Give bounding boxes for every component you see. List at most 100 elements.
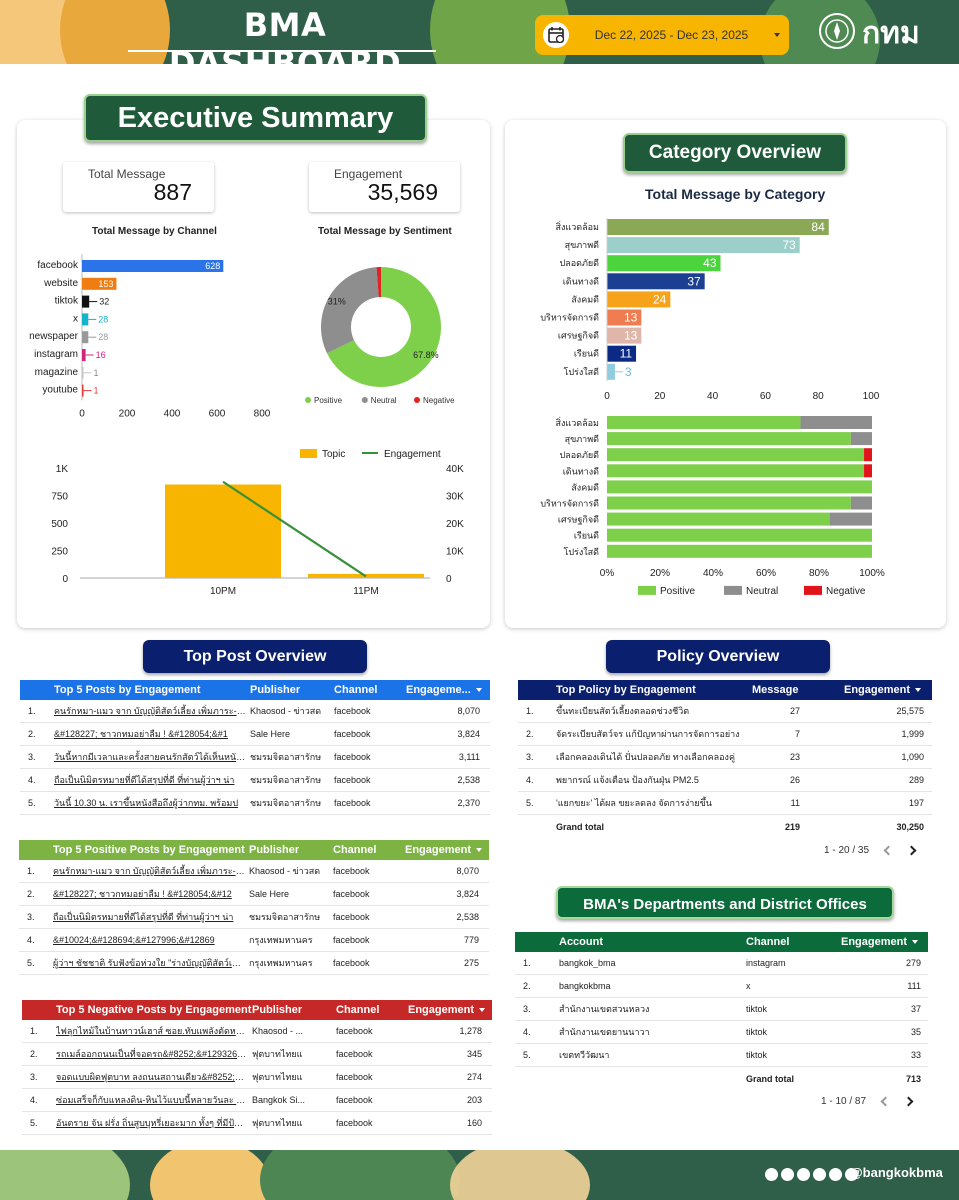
tiktok-icon[interactable] <box>845 1168 858 1181</box>
table-row[interactable]: 3. ถือเป็นนิมิตรหมายที่ดีได้สรุปที่ดี ที่… <box>19 906 489 929</box>
next-page-icon[interactable] <box>906 845 917 856</box>
prev-page-icon[interactable] <box>883 845 894 856</box>
table-row[interactable]: 5. วันนี้ 10.30 น. เราขึ้นหนังสือถึงผู้ว่… <box>20 792 490 815</box>
prev-page-icon[interactable] <box>880 1096 891 1107</box>
post-link[interactable]: ซ่อมเสร็จก็กับแหลงดิน-หินไว้แบบนี้หลายวั… <box>56 1095 252 1105</box>
row-index: 5. <box>523 1050 531 1060</box>
line-icon[interactable] <box>829 1168 842 1181</box>
table-row[interactable]: 4. พยากรณ์ แจ้งเตือน ป้องกันฝุ่น PM2.5 26 2… <box>518 769 932 792</box>
stacked-segment <box>607 496 851 510</box>
stacked-segment <box>607 528 872 542</box>
top-post-overview-title: Top Post Overview <box>143 640 367 673</box>
table-row[interactable]: 5. เขตทวีวัฒนา tiktok 33 <box>515 1044 928 1067</box>
post-link[interactable]: &#128227; ชาวกทมอย่าลืม ! &#128054;&#12 <box>53 889 232 899</box>
row-index: 4. <box>28 775 36 785</box>
header-engagement[interactable]: Engageme... <box>406 684 490 696</box>
header-post[interactable]: Top 5 Negative Posts by Engagement <box>56 1004 252 1016</box>
post-table: Top 5 Posts by Engagement Publisher Channe… <box>20 680 490 815</box>
post-link[interactable]: ถือเป็นนิมิตรหมายที่ดีได้สรุปที่ดี ที่ท่… <box>53 912 234 922</box>
social-icons <box>765 1168 858 1181</box>
table-row[interactable]: 1. คนรักหมา-แมว จาก บัญญัติสัตว์เลี้ยง เพ… <box>19 860 489 883</box>
table-row[interactable]: 5. ผู้ว่าฯ ชัชชาติ รับฟังข้อห่วงใย "ร่างบ… <box>19 952 489 975</box>
post-link[interactable]: คนรักหมา-แมว จาก บัญญัติสัตว์เลี้ยง เพิ่… <box>53 866 249 876</box>
header-channel[interactable]: Channel <box>746 936 790 948</box>
table-row[interactable]: 3. จอดแบบผิดฟุตบาท ลงถนนสถานเดียว&#8252;&… <box>22 1066 492 1089</box>
table-row[interactable]: 5. อันตราย จัน ฝรั่ง ถิ่นสูบบุหรี่เยอะมาก… <box>22 1112 492 1135</box>
category-label: ปลอดภัยดี <box>559 450 599 460</box>
table-row[interactable]: 2. &#128227; ชาวกทมอย่าลืม ! &#128054;&#1… <box>19 883 489 906</box>
table-row[interactable]: 4. สำนักงานเขตยานนาวา tiktok 35 <box>515 1021 928 1044</box>
row-publisher: Khaosod - ข่าวสด <box>250 706 322 716</box>
post-link[interactable]: คนรักหมา-แมว จาก บัญญัติสัตว์เลี้ยง เพิ่… <box>54 706 250 716</box>
table-row[interactable]: 4. ซ่อมเสร็จก็กับแหลงดิน-หินไว้แบบนี้หลาย… <box>22 1089 492 1112</box>
post-link[interactable]: &#10024;&#128694;&#127996;&#12869 <box>53 935 215 945</box>
row-index: 4. <box>30 1095 38 1105</box>
category-label: ปลอดภัยดี <box>559 258 599 268</box>
post-link[interactable]: ถือเป็นนิมิตรหมายที่ดีได้สรุปที่ดี ที่ท่… <box>54 775 235 785</box>
social-handle: @bangkokbma <box>850 1165 943 1180</box>
category-label: website <box>43 278 78 289</box>
table-row[interactable]: 1. คนรักหมา-แมว จาก บัญญัติสัตว์เลี้ยง เพ… <box>20 700 490 723</box>
facebook-icon[interactable] <box>781 1168 794 1181</box>
row-channel: instagram <box>746 958 786 968</box>
table-row[interactable]: 1. ไฟลุกไหม้ในบ้านทาวน์เฮาส์ ซอย.ทับแพลัง… <box>22 1020 492 1043</box>
table-row[interactable]: 4. &#10024;&#128694;&#127996;&#12869 กรุงเ… <box>19 929 489 952</box>
post-link[interactable]: อันตราย จัน ฝรั่ง ถิ่นสูบบุหรี่เยอะมาก ท… <box>56 1118 252 1128</box>
channel-chart-title: Total Message by Channel <box>92 226 217 237</box>
table-row[interactable]: 5. 'แยกขยะ' ได้ผล ขยะลดลง จัดการง่ายขึ้น 1… <box>518 792 932 815</box>
post-link[interactable]: ไฟลุกไหม้ในบ้านทาวน์เฮาส์ ซอย.ทับแพลังตั… <box>56 1026 252 1036</box>
row-index: 1. <box>526 706 534 716</box>
header-engagement[interactable]: Engagement <box>841 936 928 948</box>
row-index: 1. <box>30 1026 38 1036</box>
category-label: สิ่งแวดล้อม <box>556 220 600 232</box>
x-icon[interactable] <box>765 1168 778 1181</box>
header-account[interactable]: Account <box>559 936 603 948</box>
date-range-picker[interactable]: Dec 22, 2025 - Dec 23, 2025 <box>535 15 789 55</box>
instagram-icon[interactable] <box>813 1168 826 1181</box>
post-link[interactable]: วันนี้ 10.30 น. เราขึ้นหนังสือถึงผู้ว่าก… <box>54 798 239 808</box>
table-row[interactable]: 2. bangkokbma x 111 <box>515 975 928 998</box>
table-row[interactable]: 3. สำนักงานเขตสวนหลวง tiktok 37 <box>515 998 928 1021</box>
header-channel[interactable]: Channel <box>336 1004 380 1016</box>
x-tick-label: 11PM <box>353 586 378 597</box>
post-link[interactable]: ผู้ว่าฯ ชัชชาติ รับฟังข้อห่วงใย "ร่างบัญ… <box>53 958 249 968</box>
next-page-icon[interactable] <box>903 1096 914 1107</box>
youtube-icon[interactable] <box>797 1168 810 1181</box>
post-link[interactable]: &#128227; ชาวกทมอย่าลืม ! &#128054;&#1 <box>54 729 228 739</box>
table-row[interactable]: 1. bangkok_bma instagram 279 <box>515 952 928 975</box>
table-row[interactable]: 3. เลือกคลองเดินได้ ปั่นปลอดภัย ทางเลือกค… <box>518 746 932 769</box>
x-tick-label: 0% <box>600 568 615 579</box>
post-link[interactable]: จอดแบบผิดฟุตบาท ลงถนนสถานเดียว&#8252;&#1… <box>56 1072 252 1082</box>
header-engagement[interactable]: Engagement <box>832 684 932 696</box>
category-label: เศรษฐกิจดี <box>558 331 599 342</box>
header-policy[interactable]: Top Policy by Engagement <box>556 684 696 696</box>
post-link[interactable]: รถเมล์ออกถนนเป็นที่จอดรถ&#8252;&#129326;… <box>56 1049 252 1059</box>
header-message[interactable]: Message <box>752 684 799 696</box>
pager-range: 1 - 10 / 87 <box>821 1096 867 1107</box>
row-channel: facebook <box>334 752 371 762</box>
header-publisher[interactable]: Publisher <box>252 1004 303 1016</box>
category-label: สุขภาพดี <box>565 240 600 251</box>
table-row[interactable]: 3. วันนี้หากมีเวลาและครั้งสายคนรักสัตว์ได… <box>20 746 490 769</box>
header-publisher[interactable]: Publisher <box>249 844 300 856</box>
header-publisher[interactable]: Publisher <box>250 684 301 696</box>
post-link[interactable]: วันนี้หากมีเวลาและครั้งสายคนรักสัตว์ได้เ… <box>54 752 250 762</box>
row-index: 4. <box>27 935 35 945</box>
header-post[interactable]: Top 5 Posts by Engagement <box>54 684 201 696</box>
category-bar-chart: สิ่งแวดล้อม 84 สุขภาพดี 73 ปลอดภัยดี 43 เดินทา… <box>540 218 880 400</box>
table-row[interactable]: 4. ถือเป็นนิมิตรหมายที่ดีได้สรุปที่ดี ที่… <box>20 769 490 792</box>
data-label: 28 <box>98 332 108 342</box>
header-post[interactable]: Top 5 Positive Posts by Engagement <box>53 844 245 856</box>
row-channel: tiktok <box>746 1050 768 1060</box>
table-row[interactable]: 2. จัดระเบียบสัตว์จร แก้ปัญหาผ่านการจัดกา… <box>518 723 932 746</box>
header-channel[interactable]: Channel <box>334 684 378 696</box>
table-row[interactable]: 2. รถเมล์ออกถนนเป็นที่จอดรถ&#8252;&#12932… <box>22 1043 492 1066</box>
table-row[interactable]: 2. &#128227; ชาวกทมอย่าลืม ! &#128054;&#1… <box>20 723 490 746</box>
header-engagement[interactable]: Engagement <box>405 844 489 856</box>
header-channel[interactable]: Channel <box>333 844 377 856</box>
stacked-segment <box>607 448 865 462</box>
header-engagement[interactable]: Engagement <box>408 1004 492 1016</box>
legend-label: Neutral <box>371 396 397 405</box>
table-row[interactable]: 1. ขึ้นทะเบียนสัตว์เลี้ยงตลอดช่วงชีวิต 27 2… <box>518 700 932 723</box>
row-index: 3. <box>526 752 534 762</box>
